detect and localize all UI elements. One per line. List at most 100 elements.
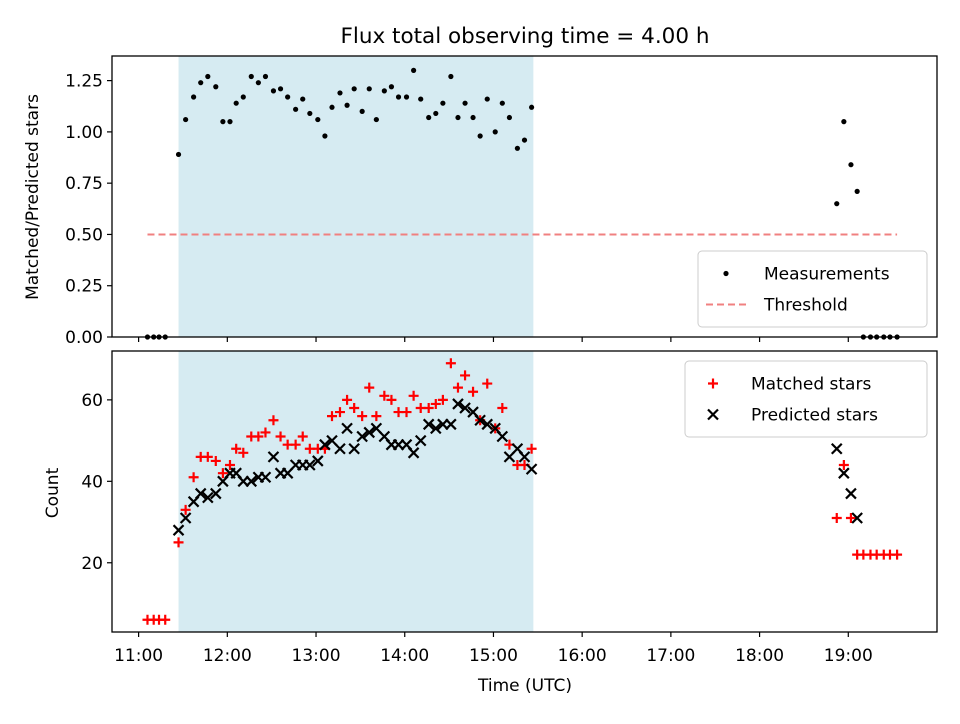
matched-star-point (268, 415, 279, 426)
matched-star-point (386, 394, 397, 405)
measurement-point (285, 94, 291, 100)
matched-star-point (334, 407, 345, 418)
measurement-point (262, 73, 269, 80)
predicted-star-point (838, 467, 850, 479)
measurement-point (411, 67, 417, 73)
measurement-point (270, 88, 277, 94)
measurement-point (440, 100, 446, 106)
matched-star-point (408, 390, 419, 401)
predicted-star-point (830, 442, 843, 455)
measurement-point (462, 100, 468, 106)
x-tick-label: 15:00 (469, 646, 518, 666)
predicted-star-point (496, 430, 509, 443)
matched-star-point (452, 382, 463, 393)
measurement-point (175, 151, 182, 158)
measurement-point (293, 106, 299, 112)
matched-star-point (423, 403, 434, 414)
measurement-point (395, 94, 402, 100)
predicted-star-point (210, 487, 222, 500)
measurement-point (506, 114, 513, 121)
predicted-star-point (481, 418, 494, 431)
x-tick-label: 11:00 (114, 646, 163, 666)
matched-star-point (217, 468, 228, 479)
x-tick-label: 13:00 (292, 646, 341, 666)
measurement-point (213, 84, 219, 90)
predicted-star-point (348, 442, 360, 455)
matched-star-point (290, 439, 301, 450)
predicted-star-point (459, 402, 471, 414)
matched-star-point (430, 398, 441, 409)
matched-star-point (253, 431, 264, 442)
matched-star-point (892, 549, 903, 560)
measurement-point (848, 162, 854, 168)
matched-star-point (364, 382, 375, 393)
legend-box (684, 360, 928, 438)
measurement-point (499, 100, 505, 106)
axes-frame (111, 55, 938, 338)
legend-matched-marker (708, 378, 718, 389)
predicted-star-point (319, 438, 331, 451)
y-tick-label: 1.00 (65, 123, 103, 143)
matched-star-point (180, 504, 191, 515)
matched-star-point (224, 460, 235, 471)
matched-star-point (349, 403, 360, 414)
predicted-star-point (259, 471, 272, 484)
y-tick-label: 40 (81, 472, 103, 492)
measurement-point (492, 129, 498, 135)
measurement-point (359, 108, 365, 114)
measurement-point (373, 116, 379, 123)
measurement-point (248, 73, 254, 80)
matched-star-point (238, 447, 249, 458)
measurement-point (381, 88, 387, 94)
legend-box (697, 250, 928, 328)
measurement-point (477, 133, 483, 139)
predicted-star-point (356, 430, 368, 443)
matched-star-point (460, 370, 471, 381)
y-tick-label: 1.25 (65, 72, 103, 92)
measurement-point (300, 96, 306, 102)
observing-span-shade (178, 351, 534, 632)
matched-star-point (845, 512, 856, 523)
predicted-star-point (304, 459, 316, 471)
x-tick-label: 14:00 (380, 646, 429, 666)
panel-ratio: 0.00 0.25 0.50 0.75 1.00 1.25 Measurements Thre… (65, 55, 938, 348)
predicted-star-point (452, 398, 464, 410)
legend-label: Matched stars (751, 375, 871, 395)
chart-title: Flux total observing time = 4.00 h (341, 24, 710, 49)
predicted-star-point (363, 426, 376, 439)
predicted-star-point (851, 512, 863, 524)
predicted-star-point (845, 487, 857, 500)
matched-star-point (275, 431, 286, 442)
predicted-star-point (422, 418, 435, 431)
legend: Measurements Threshold (697, 250, 928, 328)
matched-star-point (831, 512, 842, 523)
x-tick-label: 19:00 (824, 646, 873, 666)
matched-star-point (482, 378, 493, 389)
legend-label: Threshold (763, 296, 848, 316)
matched-star-point (445, 358, 456, 369)
measurement-point (521, 137, 528, 143)
predicted-star-point (474, 414, 486, 427)
measurement-point (233, 100, 239, 106)
legend-label: Measurements (764, 265, 890, 285)
matched-star-point (327, 411, 337, 422)
measurement-point (344, 102, 350, 108)
matched-star-point (202, 451, 213, 462)
observing-span-shade (178, 56, 534, 337)
y-tick-label: 0.50 (65, 225, 103, 245)
measurement-point (854, 188, 860, 194)
matched-star-point (231, 443, 242, 454)
matched-star-point (526, 443, 537, 454)
measurement-point (191, 94, 197, 100)
top-y-axis-label: Matched/Predicted stars (23, 94, 43, 300)
matched-star-point (210, 455, 221, 466)
measurement-point (307, 110, 313, 117)
matched-star-point (401, 407, 412, 418)
y-tick-label: 0.75 (65, 174, 103, 194)
measurement-point (220, 119, 226, 125)
predicted-star-point (525, 463, 538, 475)
legend-label: Predicted stars (751, 406, 878, 426)
matched-star-point (357, 411, 368, 422)
